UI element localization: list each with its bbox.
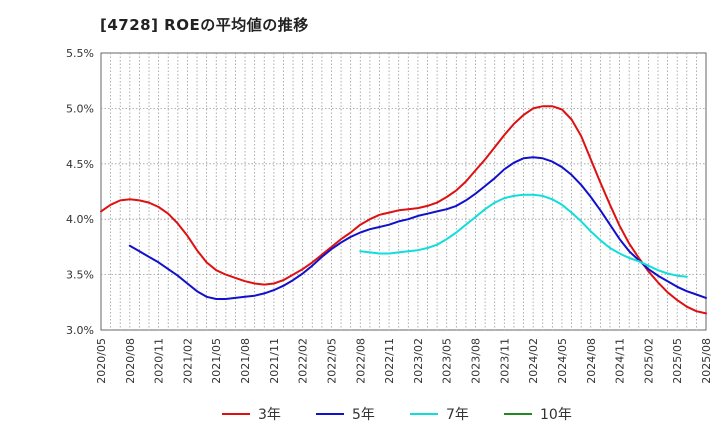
x-tick-label: 2023/08 (470, 338, 483, 384)
x-tick-label: 2021/11 (268, 338, 281, 384)
x-tick-label: 2023/05 (441, 338, 454, 384)
legend-label: 5年 (352, 407, 375, 423)
x-tick-label: 2024/05 (556, 338, 569, 384)
x-tick-label: 2022/05 (325, 338, 338, 384)
x-tick-label: 2024/11 (614, 338, 627, 384)
y-tick-label: 5.5% (66, 47, 94, 60)
y-tick-label: 4.0% (66, 213, 94, 226)
y-tick-label: 5.0% (66, 102, 94, 115)
legend-label: 10年 (540, 407, 572, 423)
x-tick-label: 2021/05 (210, 338, 223, 384)
series-line-3年 (100, 105, 707, 315)
x-tick-label: 2020/08 (124, 338, 137, 384)
y-tick-label: 4.5% (66, 158, 94, 171)
series-lines (100, 105, 707, 315)
y-tick-label: 3.5% (66, 269, 94, 282)
x-tick-label: 2021/02 (181, 338, 194, 384)
x-tick-label: 2025/02 (642, 338, 655, 384)
x-tick-label: 2023/11 (498, 338, 511, 384)
x-axis-ticks: 2020/05 2020/08 2020/11 2021/02 2021/05 2021/… (95, 338, 713, 384)
plot-area (100, 52, 707, 331)
x-tick-label: 2022/02 (297, 338, 310, 384)
x-tick-label: 2024/08 (585, 338, 598, 384)
series-line-7年 (359, 193, 688, 278)
series-line-5年 (128, 156, 707, 300)
x-tick-label: 2021/08 (239, 338, 252, 384)
grid-lines (101, 53, 706, 330)
legend-label: 3年 (258, 407, 281, 423)
x-tick-label: 2022/11 (383, 338, 396, 384)
x-tick-label: 2023/02 (412, 338, 425, 384)
legend-label: 7年 (446, 407, 469, 423)
y-tick-label: 3.0% (66, 324, 94, 337)
chart-title: [4728] ROEの平均値の推移 (100, 16, 309, 34)
x-tick-label: 2020/11 (153, 338, 166, 384)
x-tick-label: 2025/05 (671, 338, 684, 384)
x-tick-label: 2020/05 (95, 338, 108, 384)
legend: 3年 5年 7年 10年 (222, 407, 572, 423)
x-tick-label: 2024/02 (527, 338, 540, 384)
x-tick-label: 2022/08 (354, 338, 367, 384)
x-tick-label: 2025/08 (700, 338, 713, 384)
y-axis-ticks: 5.5% 5.0% 4.5% 4.0% 3.5% 3.0% (66, 47, 94, 337)
